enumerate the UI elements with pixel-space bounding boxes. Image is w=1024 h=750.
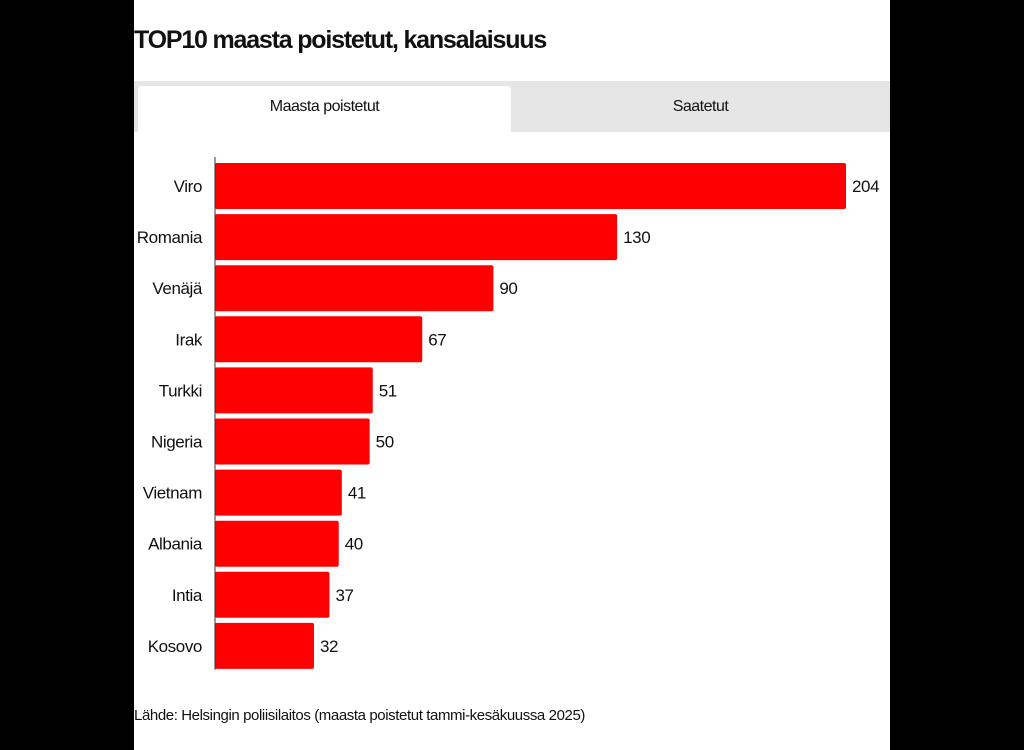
category-label: Irak [175, 330, 203, 349]
tab-saatetut[interactable]: Saatetut [672, 98, 729, 115]
bar [215, 316, 423, 363]
bar [215, 418, 370, 465]
tab-maasta-poistetut[interactable]: Maasta poistetut [138, 86, 511, 132]
category-label: Kosovo [148, 637, 202, 656]
bar-chart: Viro 204 Romania 130 Venäjä 90 Irak 67 Turkki 51 N… [137, 157, 880, 670]
data-label: 32 [320, 637, 338, 656]
data-label: 41 [348, 484, 366, 503]
bar [215, 367, 373, 414]
category-label: Romania [137, 228, 203, 247]
category-label: Albania [148, 535, 203, 554]
category-label: Turkki [159, 381, 202, 400]
bar [215, 571, 330, 618]
category-label: Viro [174, 177, 202, 196]
category-label: Nigeria [151, 433, 203, 452]
category-label: Vietnam [143, 484, 202, 503]
tab-bar: Maasta poistetut Saatetut [134, 81, 890, 132]
data-label: 51 [379, 381, 397, 400]
source-note: Lähde: Helsingin poliisilaitos (maasta p… [134, 707, 586, 724]
data-label: 67 [428, 330, 446, 349]
data-label: 37 [335, 586, 353, 605]
data-label: 90 [499, 279, 517, 298]
bar [215, 469, 342, 516]
chart-title: TOP10 maasta poistetut, kansalaisuus [134, 26, 547, 54]
category-label: Intia [172, 586, 203, 605]
bar [215, 265, 494, 312]
data-label: 130 [623, 228, 650, 247]
category-label: Venäjä [152, 279, 203, 298]
bar [215, 520, 339, 567]
bar [215, 163, 846, 209]
data-label: 50 [376, 433, 394, 452]
chart-panel: TOP10 maasta poistetut, kansalaisuus Maa… [134, 0, 890, 750]
data-label: 204 [852, 177, 879, 196]
data-label: 40 [345, 535, 363, 554]
bar [215, 214, 618, 261]
bar [215, 622, 314, 669]
